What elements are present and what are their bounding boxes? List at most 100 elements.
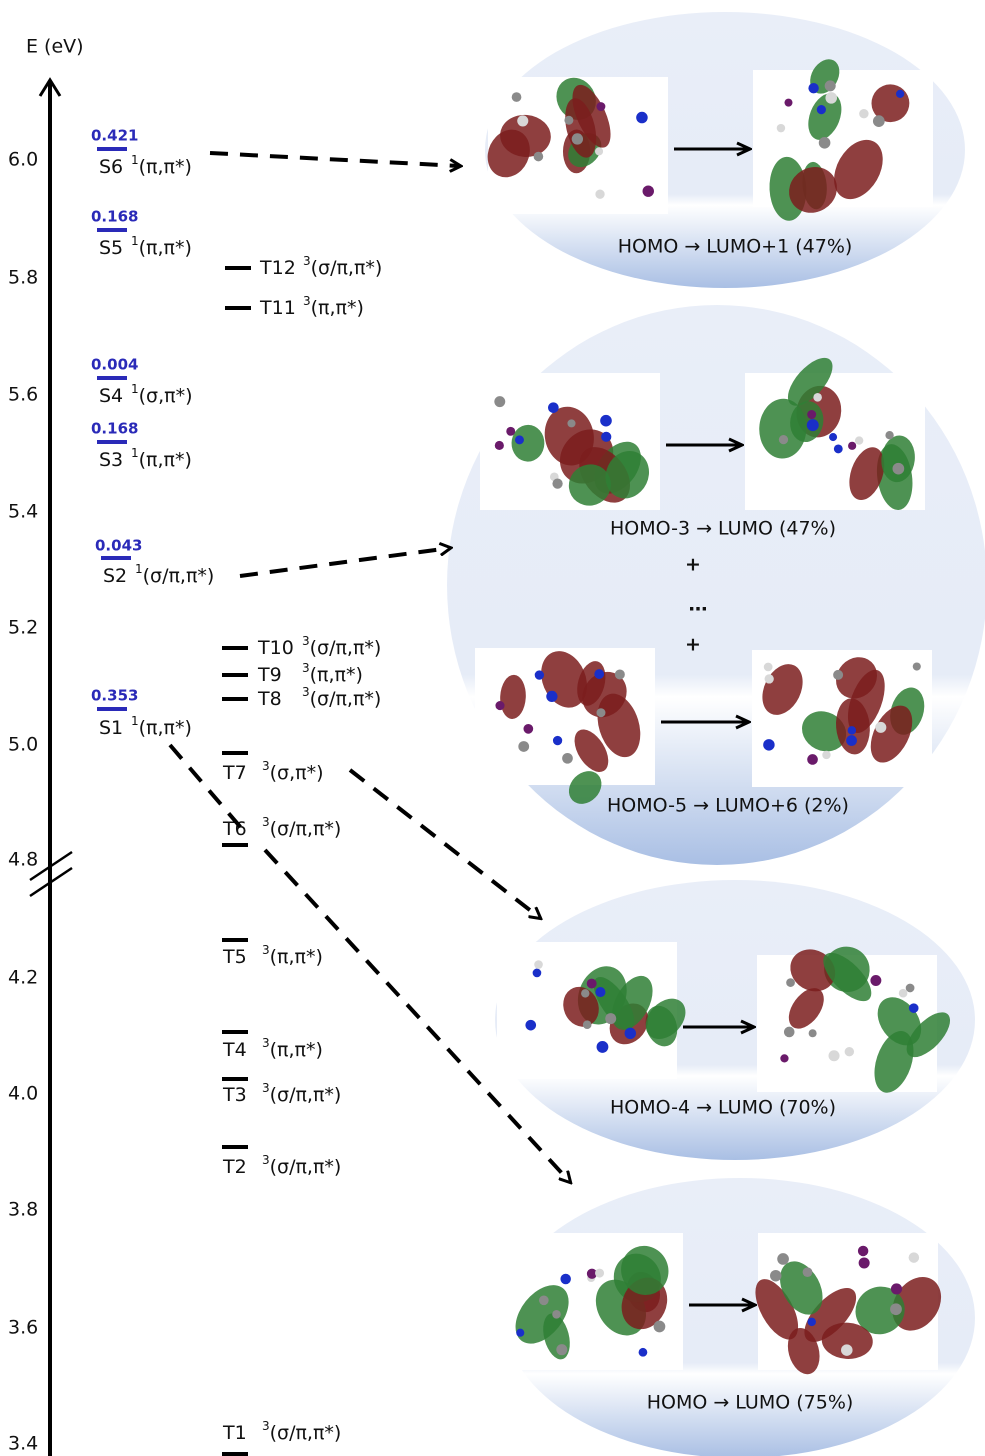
atom	[777, 124, 785, 132]
atom	[770, 1270, 781, 1281]
state-name: S6	[99, 156, 123, 178]
atom	[539, 1295, 549, 1305]
atom	[595, 1269, 604, 1278]
atom	[534, 152, 544, 162]
state-label: T103(σ/π,π*)	[257, 634, 381, 659]
atom	[858, 1246, 868, 1256]
state-character: (σ/π,π*)	[270, 1156, 342, 1178]
state-multiplicity: 3	[302, 634, 310, 648]
y-tick-label: 5.4	[8, 501, 38, 523]
state-character: (π,π*)	[139, 237, 192, 259]
atom	[581, 989, 589, 997]
atom	[605, 1013, 616, 1024]
y-tick-label: 4.0	[8, 1083, 38, 1105]
atom	[909, 1003, 919, 1013]
atom	[518, 741, 529, 752]
state-name: T8	[257, 688, 282, 710]
atom	[870, 975, 881, 986]
atom	[833, 670, 843, 680]
atom	[803, 1267, 813, 1277]
state-character: (π,π*)	[139, 156, 192, 178]
state-name: S2	[103, 565, 127, 587]
atom	[600, 415, 612, 427]
atom	[906, 984, 915, 993]
state-label: T43(π,π*)	[222, 1036, 323, 1061]
atom	[636, 112, 648, 124]
atom	[595, 147, 603, 155]
state-label: T13(σ/π,π*)	[222, 1419, 341, 1444]
atom	[506, 427, 515, 436]
atom	[494, 396, 505, 407]
y-tick-label: 5.0	[8, 734, 38, 756]
atom	[846, 735, 857, 746]
state-name: T5	[222, 946, 247, 968]
state-label: T93(π,π*)	[257, 661, 363, 686]
atom	[784, 99, 792, 107]
atom	[639, 1348, 648, 1357]
atom	[786, 978, 795, 987]
state-multiplicity: 3	[303, 254, 311, 268]
atom	[834, 444, 843, 453]
transition-label: HOMO-5 → LUMO+6 (2%)	[607, 795, 849, 817]
transition-label: …	[689, 594, 708, 616]
state-character: (σ,π*)	[270, 762, 324, 784]
y-tick-label: 3.8	[8, 1199, 38, 1221]
transition-label: HOMO-3 → LUMO (47%)	[610, 518, 836, 540]
atom	[807, 410, 816, 419]
atom	[625, 1028, 636, 1039]
state-name: S5	[99, 237, 123, 259]
state-name: S4	[99, 385, 123, 407]
atom	[523, 724, 533, 734]
transition-label: HOMO → LUMO (75%)	[647, 1392, 854, 1414]
state-character: (σ/π,π*)	[270, 1422, 342, 1444]
state-name: T4	[222, 1039, 247, 1061]
state-character: (σ/π,π*)	[310, 688, 382, 710]
state-multiplicity: 1	[131, 234, 139, 248]
atom	[808, 83, 818, 93]
atom	[560, 1274, 570, 1284]
state-label: T123(σ/π,π*)	[259, 254, 382, 279]
energy-diagram: E (eV) HOMO → LUMO+1 (47%) HOMO-3 → LUMO …	[0, 0, 985, 1456]
atom	[822, 751, 830, 759]
excitation-arrow	[170, 745, 243, 830]
atom	[763, 739, 774, 750]
atom	[893, 463, 905, 475]
state-name: T12	[259, 257, 296, 279]
transition-label: HOMO → LUMO+1 (47%)	[618, 236, 853, 258]
atom	[583, 1020, 592, 1029]
axis-label: E (eV)	[26, 36, 84, 58]
y-tick-label: 3.4	[8, 1433, 38, 1455]
atom	[572, 133, 583, 144]
y-tick-label: 5.8	[8, 267, 38, 289]
transition-label: +	[685, 634, 701, 656]
atom	[764, 663, 773, 672]
atom	[896, 90, 904, 98]
transition-label: HOMO-4 → LUMO (70%)	[610, 1097, 836, 1119]
atom	[552, 1310, 561, 1319]
atom	[535, 670, 544, 679]
atom	[891, 1283, 902, 1294]
state-multiplicity: 3	[302, 661, 310, 675]
atom	[855, 436, 863, 444]
atom	[595, 190, 604, 199]
state-multiplicity: 3	[303, 294, 311, 308]
state-multiplicity: 3	[262, 943, 270, 957]
state-multiplicity: 1	[135, 562, 143, 576]
atom	[859, 109, 868, 118]
state-character: (σ/π,π*)	[143, 565, 215, 587]
state-name: S3	[99, 449, 123, 471]
state-name: T3	[222, 1084, 247, 1106]
oscillator-strength: 0.353	[91, 687, 138, 705]
oscillator-strength: 0.421	[91, 127, 138, 145]
atom	[615, 669, 625, 679]
state-name: S1	[99, 717, 123, 739]
state-name: T10	[257, 637, 294, 659]
atom	[809, 1029, 817, 1037]
state-label: S11(π,π*)	[99, 714, 192, 739]
state-multiplicity: 3	[262, 1081, 270, 1095]
atom	[534, 960, 543, 969]
atom	[595, 987, 605, 997]
